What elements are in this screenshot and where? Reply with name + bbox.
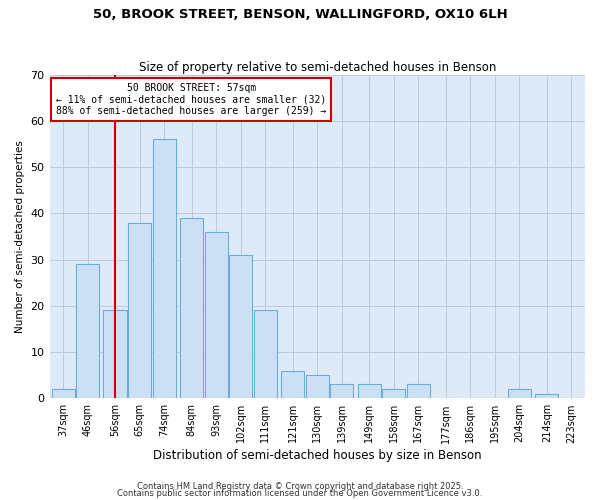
Title: Size of property relative to semi-detached houses in Benson: Size of property relative to semi-detach… [139, 60, 496, 74]
Bar [128, 222, 151, 398]
Bar [407, 384, 430, 398]
Bar [254, 310, 277, 398]
Bar [535, 394, 559, 398]
Bar [508, 389, 531, 398]
Bar [180, 218, 203, 398]
Bar [358, 384, 381, 398]
Bar [76, 264, 100, 398]
Bar [305, 375, 329, 398]
Text: 50, BROOK STREET, BENSON, WALLINGFORD, OX10 6LH: 50, BROOK STREET, BENSON, WALLINGFORD, O… [92, 8, 508, 20]
Bar [281, 370, 304, 398]
Text: 50 BROOK STREET: 57sqm
← 11% of semi-detached houses are smaller (32)
88% of sem: 50 BROOK STREET: 57sqm ← 11% of semi-det… [56, 83, 326, 116]
Bar [205, 232, 228, 398]
Bar [152, 140, 176, 398]
Bar [229, 255, 253, 398]
Bar [103, 310, 127, 398]
Text: Contains HM Land Registry data © Crown copyright and database right 2025.: Contains HM Land Registry data © Crown c… [137, 482, 463, 491]
Bar [382, 389, 406, 398]
Y-axis label: Number of semi-detached properties: Number of semi-detached properties [15, 140, 25, 333]
X-axis label: Distribution of semi-detached houses by size in Benson: Distribution of semi-detached houses by … [153, 450, 482, 462]
Bar [330, 384, 353, 398]
Bar [52, 389, 75, 398]
Text: Contains public sector information licensed under the Open Government Licence v3: Contains public sector information licen… [118, 489, 482, 498]
